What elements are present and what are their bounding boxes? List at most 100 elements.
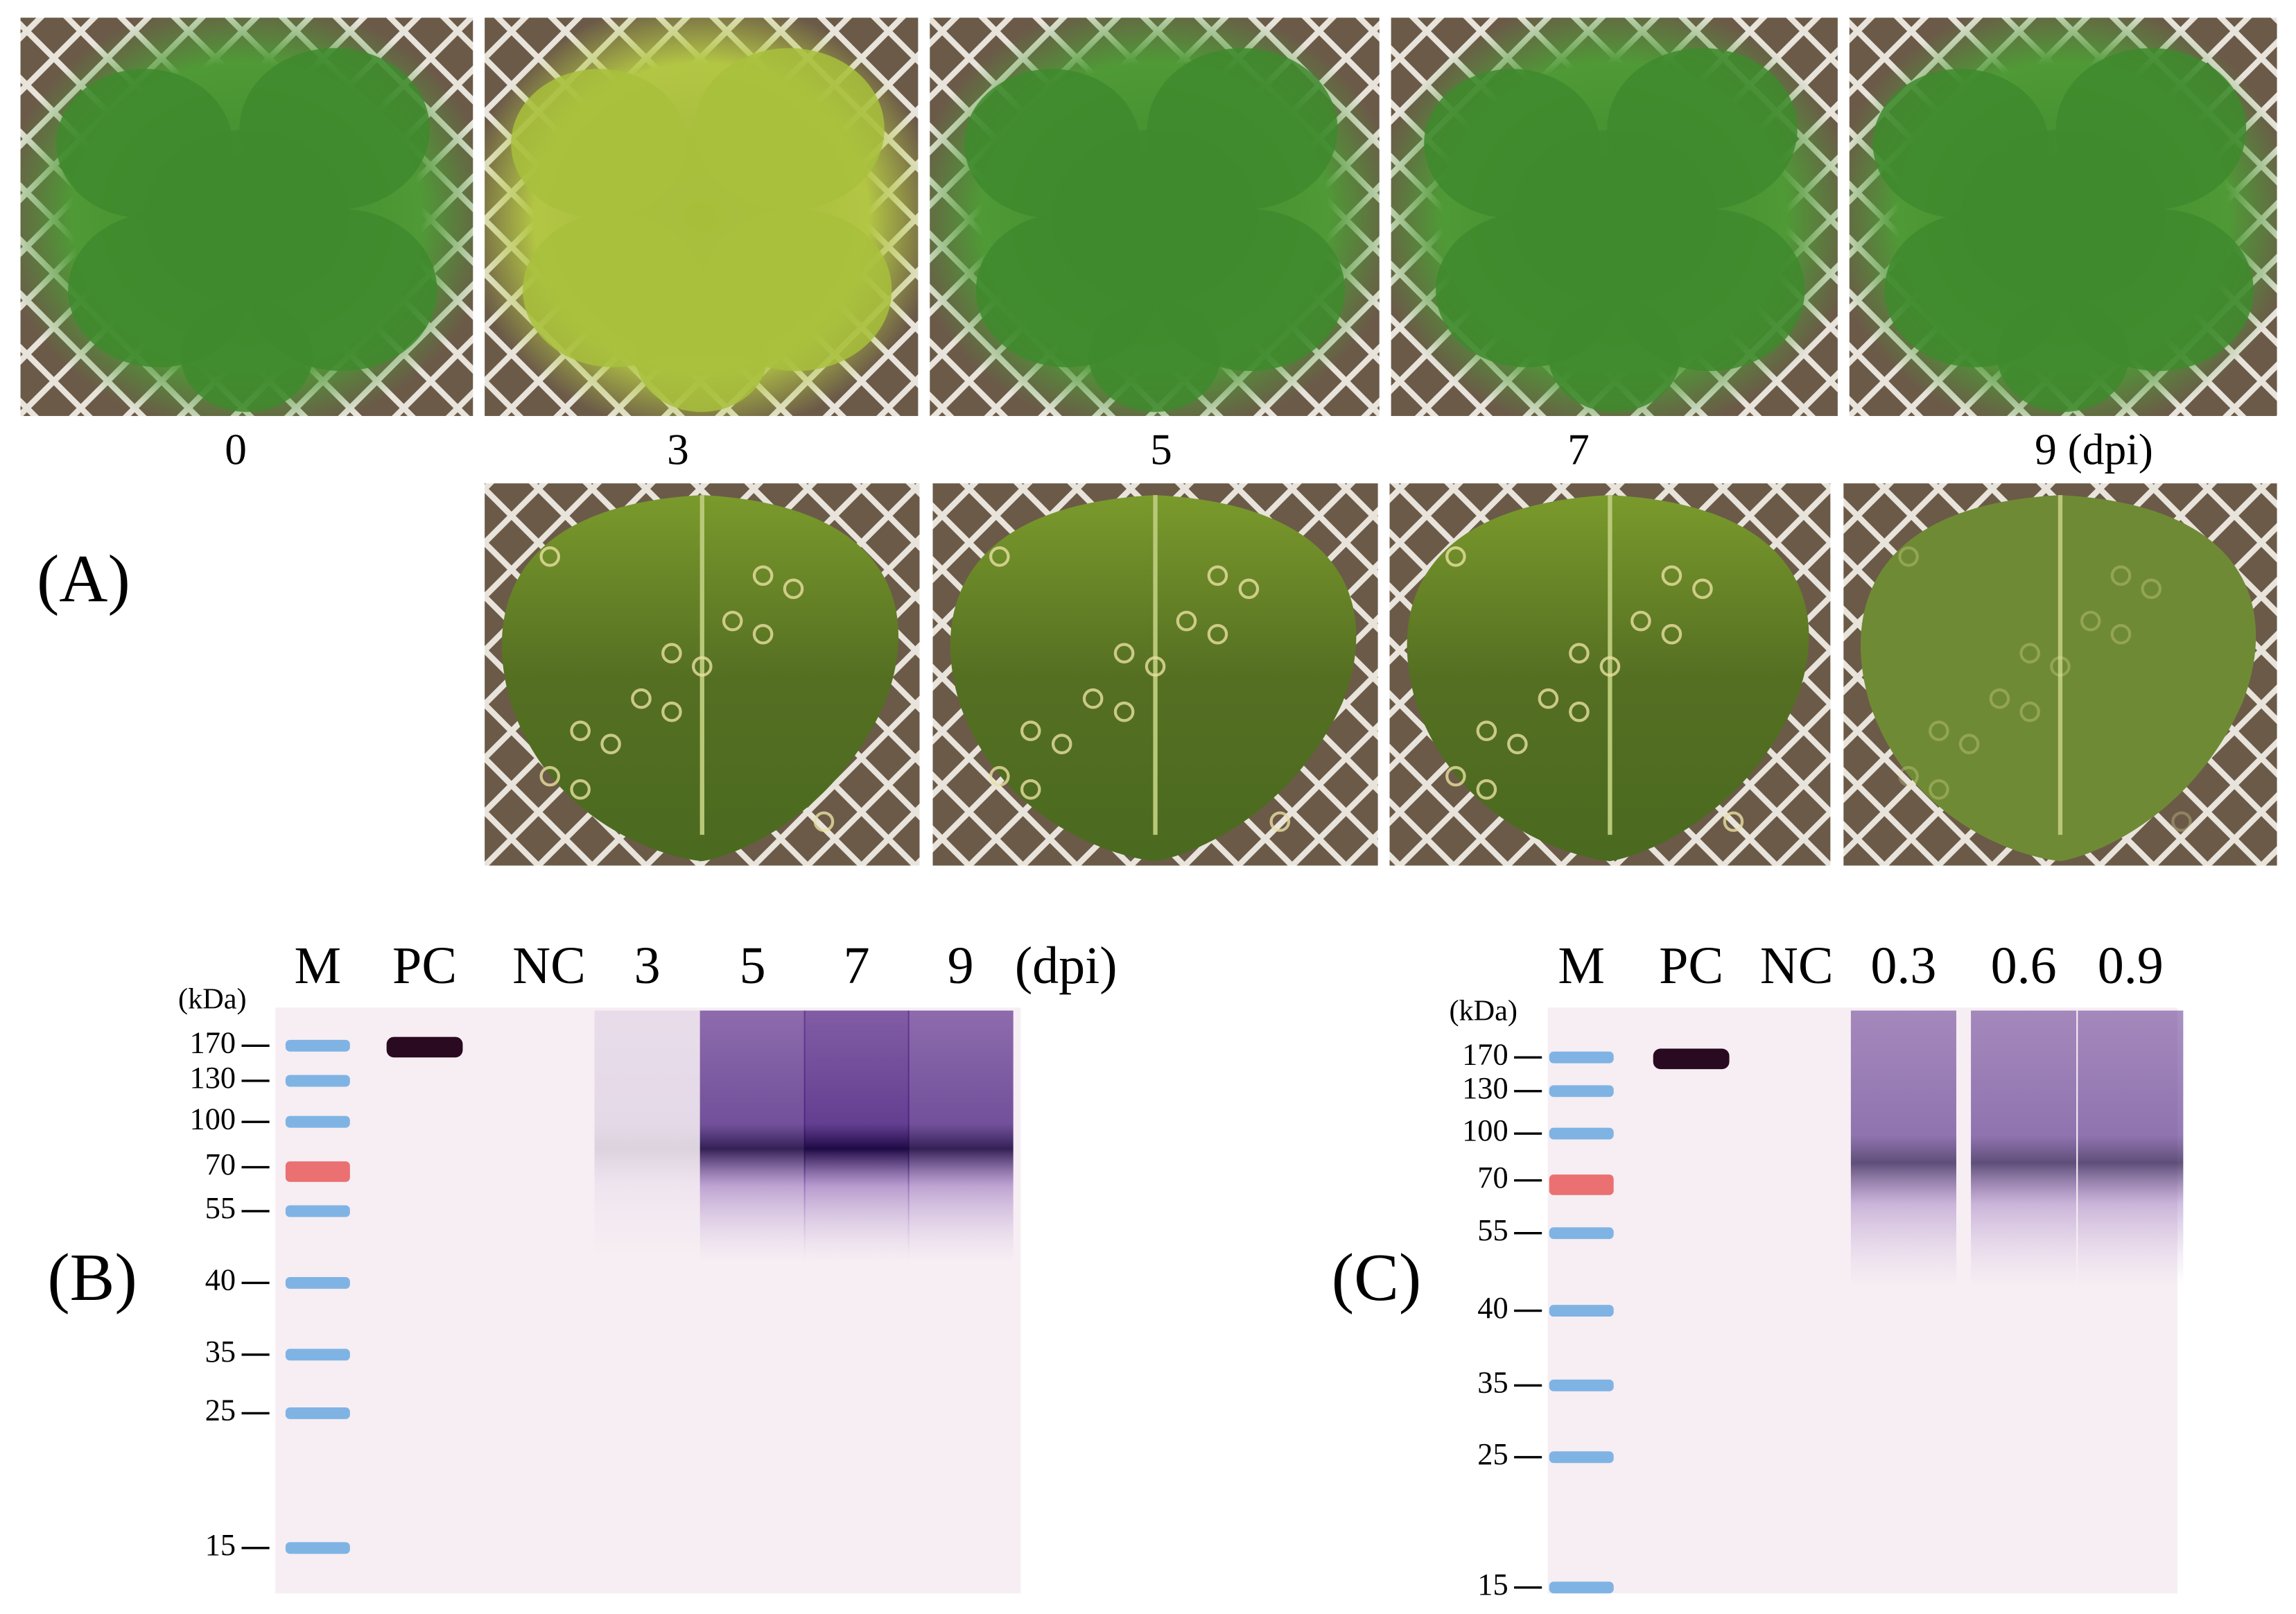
lane-label: PC [1659, 937, 1723, 995]
day-label: 3 [667, 425, 689, 474]
protein-band [1971, 1010, 2077, 1288]
marker-label: 130 [1462, 1070, 1508, 1105]
infiltration-spot [1445, 765, 1466, 787]
infiltration-spot [1898, 765, 1919, 787]
infiltration-spot [1207, 565, 1228, 587]
infiltration-spot [2019, 701, 2040, 722]
protein-band [594, 1010, 700, 1262]
day-label: 7 [1567, 425, 1590, 474]
infiltration-spot [692, 656, 713, 677]
infiltration-spot [1145, 656, 1166, 677]
infiltration-spot [2080, 610, 2101, 632]
infiltration-spot [539, 546, 561, 567]
lane-label: M [295, 937, 342, 995]
infiltration-spot [1723, 811, 1744, 832]
marker-label: 40 [1477, 1290, 1508, 1325]
leaf [144, 130, 349, 304]
infiltration-spot [1476, 720, 1497, 741]
protein-band [803, 1010, 910, 1262]
lane-unit: (dpi) [1015, 937, 1117, 995]
marker-label: 55 [1477, 1213, 1508, 1247]
day-label: 9 (dpi) [2035, 425, 2153, 474]
ladder-band [1549, 1085, 1614, 1097]
infiltration-spot [1599, 656, 1621, 677]
lane-label: 0.6 [1991, 937, 2057, 995]
infiltration-spot [752, 623, 774, 645]
marker-label: 100 [1462, 1113, 1508, 1147]
infiltration-spot [1238, 578, 1260, 600]
infiltration-spot [1661, 565, 1682, 587]
infiltration-spot [989, 546, 1010, 567]
marker-label: 70 [205, 1147, 236, 1181]
lane-label: PC [392, 937, 457, 995]
ladder-band [1549, 1227, 1614, 1240]
infiltration-spot [1082, 688, 1104, 709]
ladder-band [285, 1277, 350, 1289]
lane-label: 0.9 [2098, 937, 2164, 995]
infiltration-spot [1898, 546, 1919, 567]
day-label: 5 [1150, 425, 1172, 474]
infiltration-spot [752, 565, 774, 587]
lane-label: 3 [634, 937, 661, 995]
leaf [180, 300, 313, 413]
ladder-band [1549, 1581, 1614, 1594]
infiltration-spot [1661, 623, 1682, 645]
infiltration-spot [1929, 720, 1949, 741]
infiltration-spot [1113, 701, 1135, 722]
ladder-band [285, 1161, 350, 1182]
lane-label: 5 [740, 937, 766, 995]
ladder-band [285, 1348, 350, 1361]
lane-label: 0.3 [1870, 937, 1936, 995]
ladder-band [1549, 1051, 1614, 1064]
infiltration-spot [1269, 811, 1291, 832]
infiltration-spot [1989, 688, 2010, 709]
infiltration-spot [1507, 734, 1528, 754]
protein-band [699, 1010, 806, 1262]
infiltration-spot [1569, 701, 1590, 722]
infiltration-spot [539, 765, 561, 787]
ladder-band [1549, 1174, 1614, 1195]
ladder-band [285, 1039, 350, 1052]
ladder-band [1549, 1379, 1614, 1391]
leaf [1088, 300, 1221, 413]
infiltration-spot [1929, 779, 1949, 800]
unit-label: (kDa) [178, 983, 247, 1016]
infiltration-spot [2050, 656, 2071, 677]
pc-band [1653, 1048, 1730, 1070]
ladder-band [285, 1116, 350, 1128]
infiltration-spot [600, 734, 621, 754]
infiltration-spot [1692, 578, 1713, 600]
infiltration-spot [661, 701, 682, 722]
infiltration-spot [570, 779, 591, 800]
infiltration-spot [1051, 734, 1072, 754]
day-label: 0 [225, 425, 247, 474]
infiltration-spot [570, 720, 591, 741]
infiltration-spot [1569, 643, 1590, 663]
marker-label: 130 [190, 1060, 236, 1095]
infiltration-spot [1958, 734, 1980, 754]
lane-label: 7 [844, 937, 870, 995]
infiltration-spot [722, 610, 743, 632]
marker-label: 35 [1477, 1365, 1508, 1400]
ladder-band [285, 1407, 350, 1419]
protein-band [2078, 1010, 2184, 1288]
marker-label: 25 [1477, 1437, 1508, 1471]
infiltration-spot [1630, 610, 1651, 632]
marker-label: 100 [190, 1101, 236, 1136]
marker-label: 35 [205, 1334, 236, 1369]
infiltration-spot [1020, 779, 1041, 800]
leaf [1548, 300, 1680, 413]
ladder-band [285, 1075, 350, 1087]
lane-label: 9 [948, 937, 974, 995]
marker-label: 170 [190, 1025, 236, 1059]
protein-band [907, 1010, 1014, 1262]
ladder-band [285, 1205, 350, 1217]
infiltration-spot [783, 578, 804, 600]
infiltration-spot [1113, 643, 1135, 663]
infiltration-spot [1020, 720, 1041, 741]
photo-panels [20, 17, 2277, 866]
infiltration-spot [2171, 811, 2192, 832]
ladder-band [285, 1542, 350, 1554]
